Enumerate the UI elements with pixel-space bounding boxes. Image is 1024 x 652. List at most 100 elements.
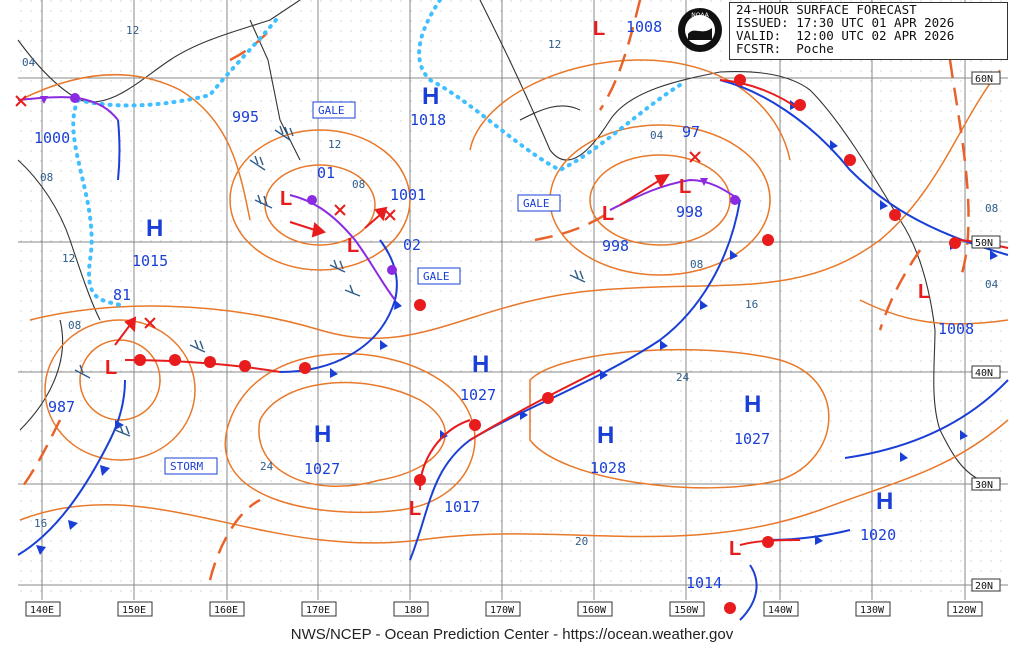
- svg-text:L: L: [679, 176, 691, 198]
- svg-text:160E: 160E: [214, 605, 238, 616]
- svg-text:16: 16: [745, 298, 758, 311]
- wind-barbs: [74, 125, 586, 437]
- high-label: H: [422, 83, 439, 110]
- svg-text:140W: 140W: [768, 605, 793, 616]
- troughs: [18, 0, 970, 581]
- high-label: H: [597, 422, 614, 449]
- svg-text:24: 24: [676, 371, 690, 384]
- high-value: 1027: [734, 430, 770, 448]
- svg-text:04: 04: [650, 129, 664, 142]
- svg-text:60N: 60N: [975, 74, 993, 85]
- gale-warning: GALE: [318, 104, 345, 117]
- high-label: H: [314, 421, 331, 448]
- high-value: 1015: [132, 252, 168, 270]
- svg-text:L: L: [918, 281, 930, 303]
- svg-text:L: L: [347, 235, 359, 257]
- svg-text:04: 04: [22, 56, 36, 69]
- high-values: 1018 1015 1027 1027 1028 1027 1020: [132, 111, 896, 544]
- warm-front-bumps: [134, 74, 961, 614]
- svg-text:12: 12: [548, 38, 561, 51]
- svg-text:12: 12: [328, 138, 341, 151]
- forecast-header: 24-HOUR SURFACE FORECAST ISSUED: 17:30 U…: [729, 2, 1008, 60]
- forecaster: FCSTR: Poche: [736, 41, 834, 56]
- svg-text:L: L: [280, 188, 292, 210]
- gale-warning: GALE: [523, 197, 550, 210]
- high-value: 1018: [410, 111, 446, 129]
- low-value: 1017: [444, 498, 480, 516]
- low-value: 01: [317, 164, 335, 182]
- high-label: H: [744, 391, 761, 418]
- high-value: 1028: [590, 459, 626, 477]
- svg-text:16: 16: [34, 517, 47, 530]
- svg-text:150W: 150W: [674, 605, 699, 616]
- valid-time: VALID: 12:00 UTC 02 APR 2026: [736, 28, 955, 43]
- high-value: 1027: [460, 386, 496, 404]
- svg-text:140E: 140E: [30, 605, 54, 616]
- svg-text:L: L: [105, 357, 117, 379]
- high-centers: H H H H H H H: [146, 83, 893, 515]
- low-value: 987: [48, 398, 75, 416]
- high-value: 1020: [860, 526, 896, 544]
- svg-text:120W: 120W: [952, 605, 977, 616]
- svg-text:20N: 20N: [975, 581, 993, 592]
- svg-text:08: 08: [690, 258, 703, 271]
- motion-arrows: [114, 173, 670, 346]
- high-label: H: [876, 488, 893, 515]
- low-value: 97: [682, 123, 700, 141]
- low-value: 998: [676, 203, 703, 221]
- coastlines: [17, 0, 981, 481]
- svg-text:12: 12: [126, 24, 139, 37]
- low-value: 1008: [938, 320, 974, 338]
- svg-text:L: L: [409, 498, 421, 520]
- dotted-background: [18, 0, 1008, 598]
- high-value: 1027: [304, 460, 340, 478]
- svg-text:08: 08: [40, 171, 53, 184]
- low-centers: L L L L L L L L L: [105, 18, 930, 560]
- svg-text:L: L: [593, 18, 605, 40]
- gale-warning: GALE: [423, 270, 450, 283]
- occluded-markers: [40, 93, 740, 275]
- svg-text:04: 04: [985, 278, 999, 291]
- svg-text:12: 12: [62, 252, 75, 265]
- svg-text:130W: 130W: [860, 605, 885, 616]
- svg-text:160W: 160W: [582, 605, 607, 616]
- storm-warning: STORM: [170, 460, 203, 473]
- low-value: 1014: [686, 574, 722, 592]
- header-title: 24-HOUR SURFACE FORECAST: [736, 2, 917, 17]
- svg-text:30N: 30N: [975, 480, 993, 491]
- high-label: H: [472, 351, 489, 378]
- noaa-logo-icon: NOAA: [678, 8, 722, 52]
- low-x-marks: [15, 95, 701, 329]
- cold-fronts: [17, 79, 1009, 621]
- warning-labels: GALE GALE GALE STORM: [164, 101, 561, 475]
- svg-text:08: 08: [352, 178, 365, 191]
- low-value: 995: [232, 108, 259, 126]
- low-value: 998: [602, 237, 629, 255]
- svg-text:170W: 170W: [490, 605, 515, 616]
- svg-text:20: 20: [575, 535, 588, 548]
- svg-text:NOAA: NOAA: [691, 12, 709, 19]
- svg-text:180: 180: [404, 605, 422, 616]
- svg-text:150E: 150E: [122, 605, 146, 616]
- svg-text:40N: 40N: [975, 368, 993, 379]
- low-value: 02: [403, 236, 421, 254]
- svg-text:08: 08: [68, 319, 81, 332]
- low-value: 1000: [34, 129, 70, 147]
- low-value: 1008: [626, 18, 662, 36]
- low-value: 81: [113, 286, 131, 304]
- longitude-labels: 140E 150E 160E 170E 180 170W 160W 150W 1…: [25, 601, 983, 617]
- low-values: 995 01 1001 02 81 987 998 998 97 1008 10…: [34, 18, 974, 592]
- high-label: H: [146, 215, 163, 242]
- low-value: 1001: [390, 186, 426, 204]
- lat-lon-grid: [18, 0, 1008, 600]
- issued-time: ISSUED: 17:30 UTC 01 APR 2026: [736, 15, 955, 30]
- svg-text:L: L: [729, 538, 741, 560]
- isobars: [19, 59, 1009, 544]
- isobar-labels: 12 04 08 12 12 08 04 08 16 24 24 20 16 0…: [22, 24, 999, 548]
- svg-text:08: 08: [985, 202, 998, 215]
- svg-text:24: 24: [260, 460, 274, 473]
- footer-credit: NWS/NCEP - Ocean Prediction Center - htt…: [290, 626, 734, 643]
- latitude-labels: 60N 50N 40N 30N 20N: [971, 71, 1001, 592]
- svg-text:170E: 170E: [306, 605, 330, 616]
